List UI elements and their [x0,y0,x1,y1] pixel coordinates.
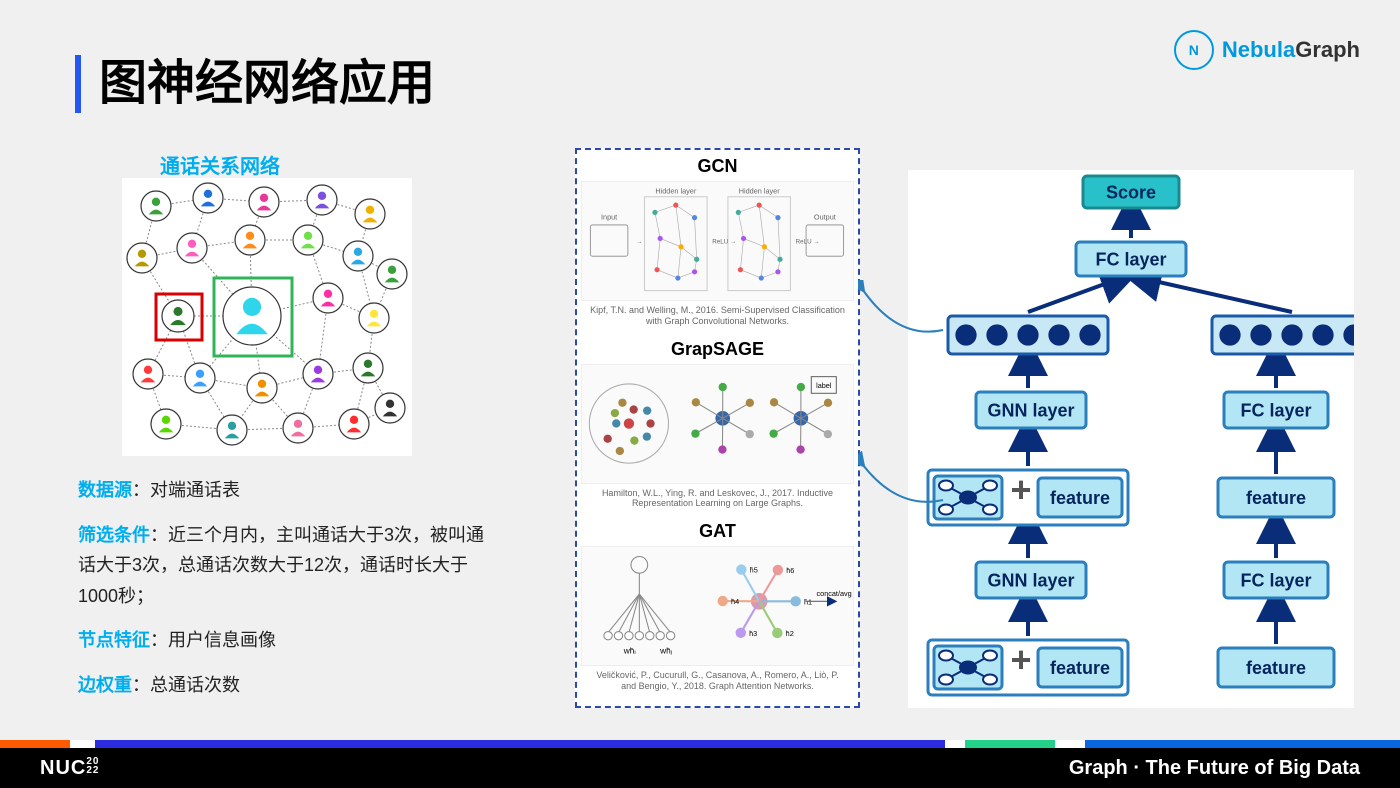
footer-tagline: Graph · The Future of Big Data [1069,757,1360,780]
stripe-seg [1055,740,1085,748]
footer-stripe [0,740,1400,748]
desc-row: 节点特征：用户信息画像 [78,625,498,656]
slide-footer: NUC2022 Graph · The Future of Big Data [0,740,1400,788]
svg-text:concat/avg: concat/avg [817,589,852,598]
svg-text:GNN layer: GNN layer [987,570,1074,590]
svg-text:FC layer: FC layer [1240,400,1311,420]
svg-text:h̄5: h̄5 [750,565,758,574]
svg-text:feature: feature [1050,488,1110,508]
svg-text:Output: Output [814,213,836,222]
stripe-seg [945,740,965,748]
nuc-year: 2022 [86,757,99,775]
stripe-seg [0,740,70,748]
stripe-seg [70,740,95,748]
desc-text: ：用户信息画像 [150,630,276,650]
svg-text:wh̄ⱼ: wh̄ⱼ [659,645,672,655]
description-block: 数据源：对端通话表筛选条件：近三个月内，主叫通话大于3次，被叫通话大于3次，总通… [78,475,498,715]
link-arrow-1 [858,280,948,350]
svg-text:h̄4: h̄4 [731,597,739,606]
svg-text:h̄2: h̄2 [786,629,794,638]
model-block-gat: GAT wh̄ᵢ wh̄ⱼ h̄1 h̄2 h̄3 h̄4 h̄5 h̄6 concat/avg V… [581,521,854,696]
model-diagram: wh̄ᵢ wh̄ⱼ h̄1 h̄2 h̄3 h̄4 h̄5 h̄6 concat/avg [581,546,854,666]
model-block-gcn: GCN Input Output Hidden layer Hidden layer → R… [581,156,854,331]
svg-text:feature: feature [1246,658,1306,678]
svg-text:ReLU →: ReLU → [712,239,736,246]
desc-label: 数据源 [78,480,132,500]
svg-text:h̄6: h̄6 [786,566,794,575]
model-block-grapsage: GrapSAGE label Hamilton, W.L., Ying, R. an… [581,339,854,514]
logo-text-left: Nebula [1222,37,1295,62]
svg-text:FC layer: FC layer [1095,249,1166,269]
svg-text:+: + [1010,469,1031,510]
model-title: GAT [581,521,854,542]
svg-text:GNN layer: GNN layer [987,400,1074,420]
footer-nuc-logo: NUC2022 [40,757,99,780]
desc-text: ：对端通话表 [132,480,240,500]
stripe-seg [965,740,1055,748]
desc-label: 节点特征 [78,630,150,650]
model-citation: Kipf, T.N. and Welling, M., 2016. Semi-S… [581,301,854,331]
link-arrow-2 [858,450,948,520]
svg-text:feature: feature [1050,658,1110,678]
model-diagram: Input Output Hidden layer Hidden layer → ReLU… [581,181,854,301]
svg-text:label: label [816,381,832,390]
model-citation: Veličković, P., Cucurull, G., Casanova, … [581,666,854,696]
svg-text:Input: Input [601,213,617,222]
stripe-seg [95,740,945,748]
desc-row: 筛选条件：近三个月内，主叫通话大于3次，被叫通话大于3次，总通话次数大于12次，… [78,520,498,612]
svg-text:Hidden layer: Hidden layer [739,187,780,196]
call-network-graph [122,178,412,456]
svg-text:h̄3: h̄3 [749,629,757,638]
svg-text:Score: Score [1106,182,1156,202]
desc-label: 筛选条件 [78,525,150,545]
logo-text: NebulaGraph [1222,37,1360,63]
model-citation: Hamilton, W.L., Ying, R. and Leskovec, J… [581,484,854,514]
architecture-diagram: + feature feature GNN layer FC layer + feature… [908,170,1354,708]
svg-text:feature: feature [1246,488,1306,508]
slide-title: 图神经网络应用 [75,55,435,113]
model-title: GCN [581,156,854,177]
logo-text-right: Graph [1295,37,1360,62]
desc-row: 边权重：总通话次数 [78,670,498,701]
svg-text:+: + [1010,639,1031,680]
desc-label: 边权重 [78,675,132,695]
svg-text:FC layer: FC layer [1240,570,1311,590]
gnn-models-panel: GCN Input Output Hidden layer Hidden layer → R… [575,148,860,708]
svg-text:→: → [636,239,642,246]
stripe-seg [1085,740,1400,748]
svg-text:Hidden layer: Hidden layer [655,187,696,196]
desc-row: 数据源：对端通话表 [78,475,498,506]
logo-icon [1174,30,1214,70]
nuc-text: NUC [40,757,86,779]
svg-text:ReLU →: ReLU → [796,239,820,246]
model-title: GrapSAGE [581,339,854,360]
brand-logo: NebulaGraph [1174,30,1360,70]
model-diagram: label [581,364,854,484]
svg-text:h̄1: h̄1 [804,597,812,606]
svg-text:wh̄ᵢ: wh̄ᵢ [623,645,636,655]
section-subtitle: 通话关系网络 [160,150,280,179]
desc-text: ：总通话次数 [132,675,240,695]
